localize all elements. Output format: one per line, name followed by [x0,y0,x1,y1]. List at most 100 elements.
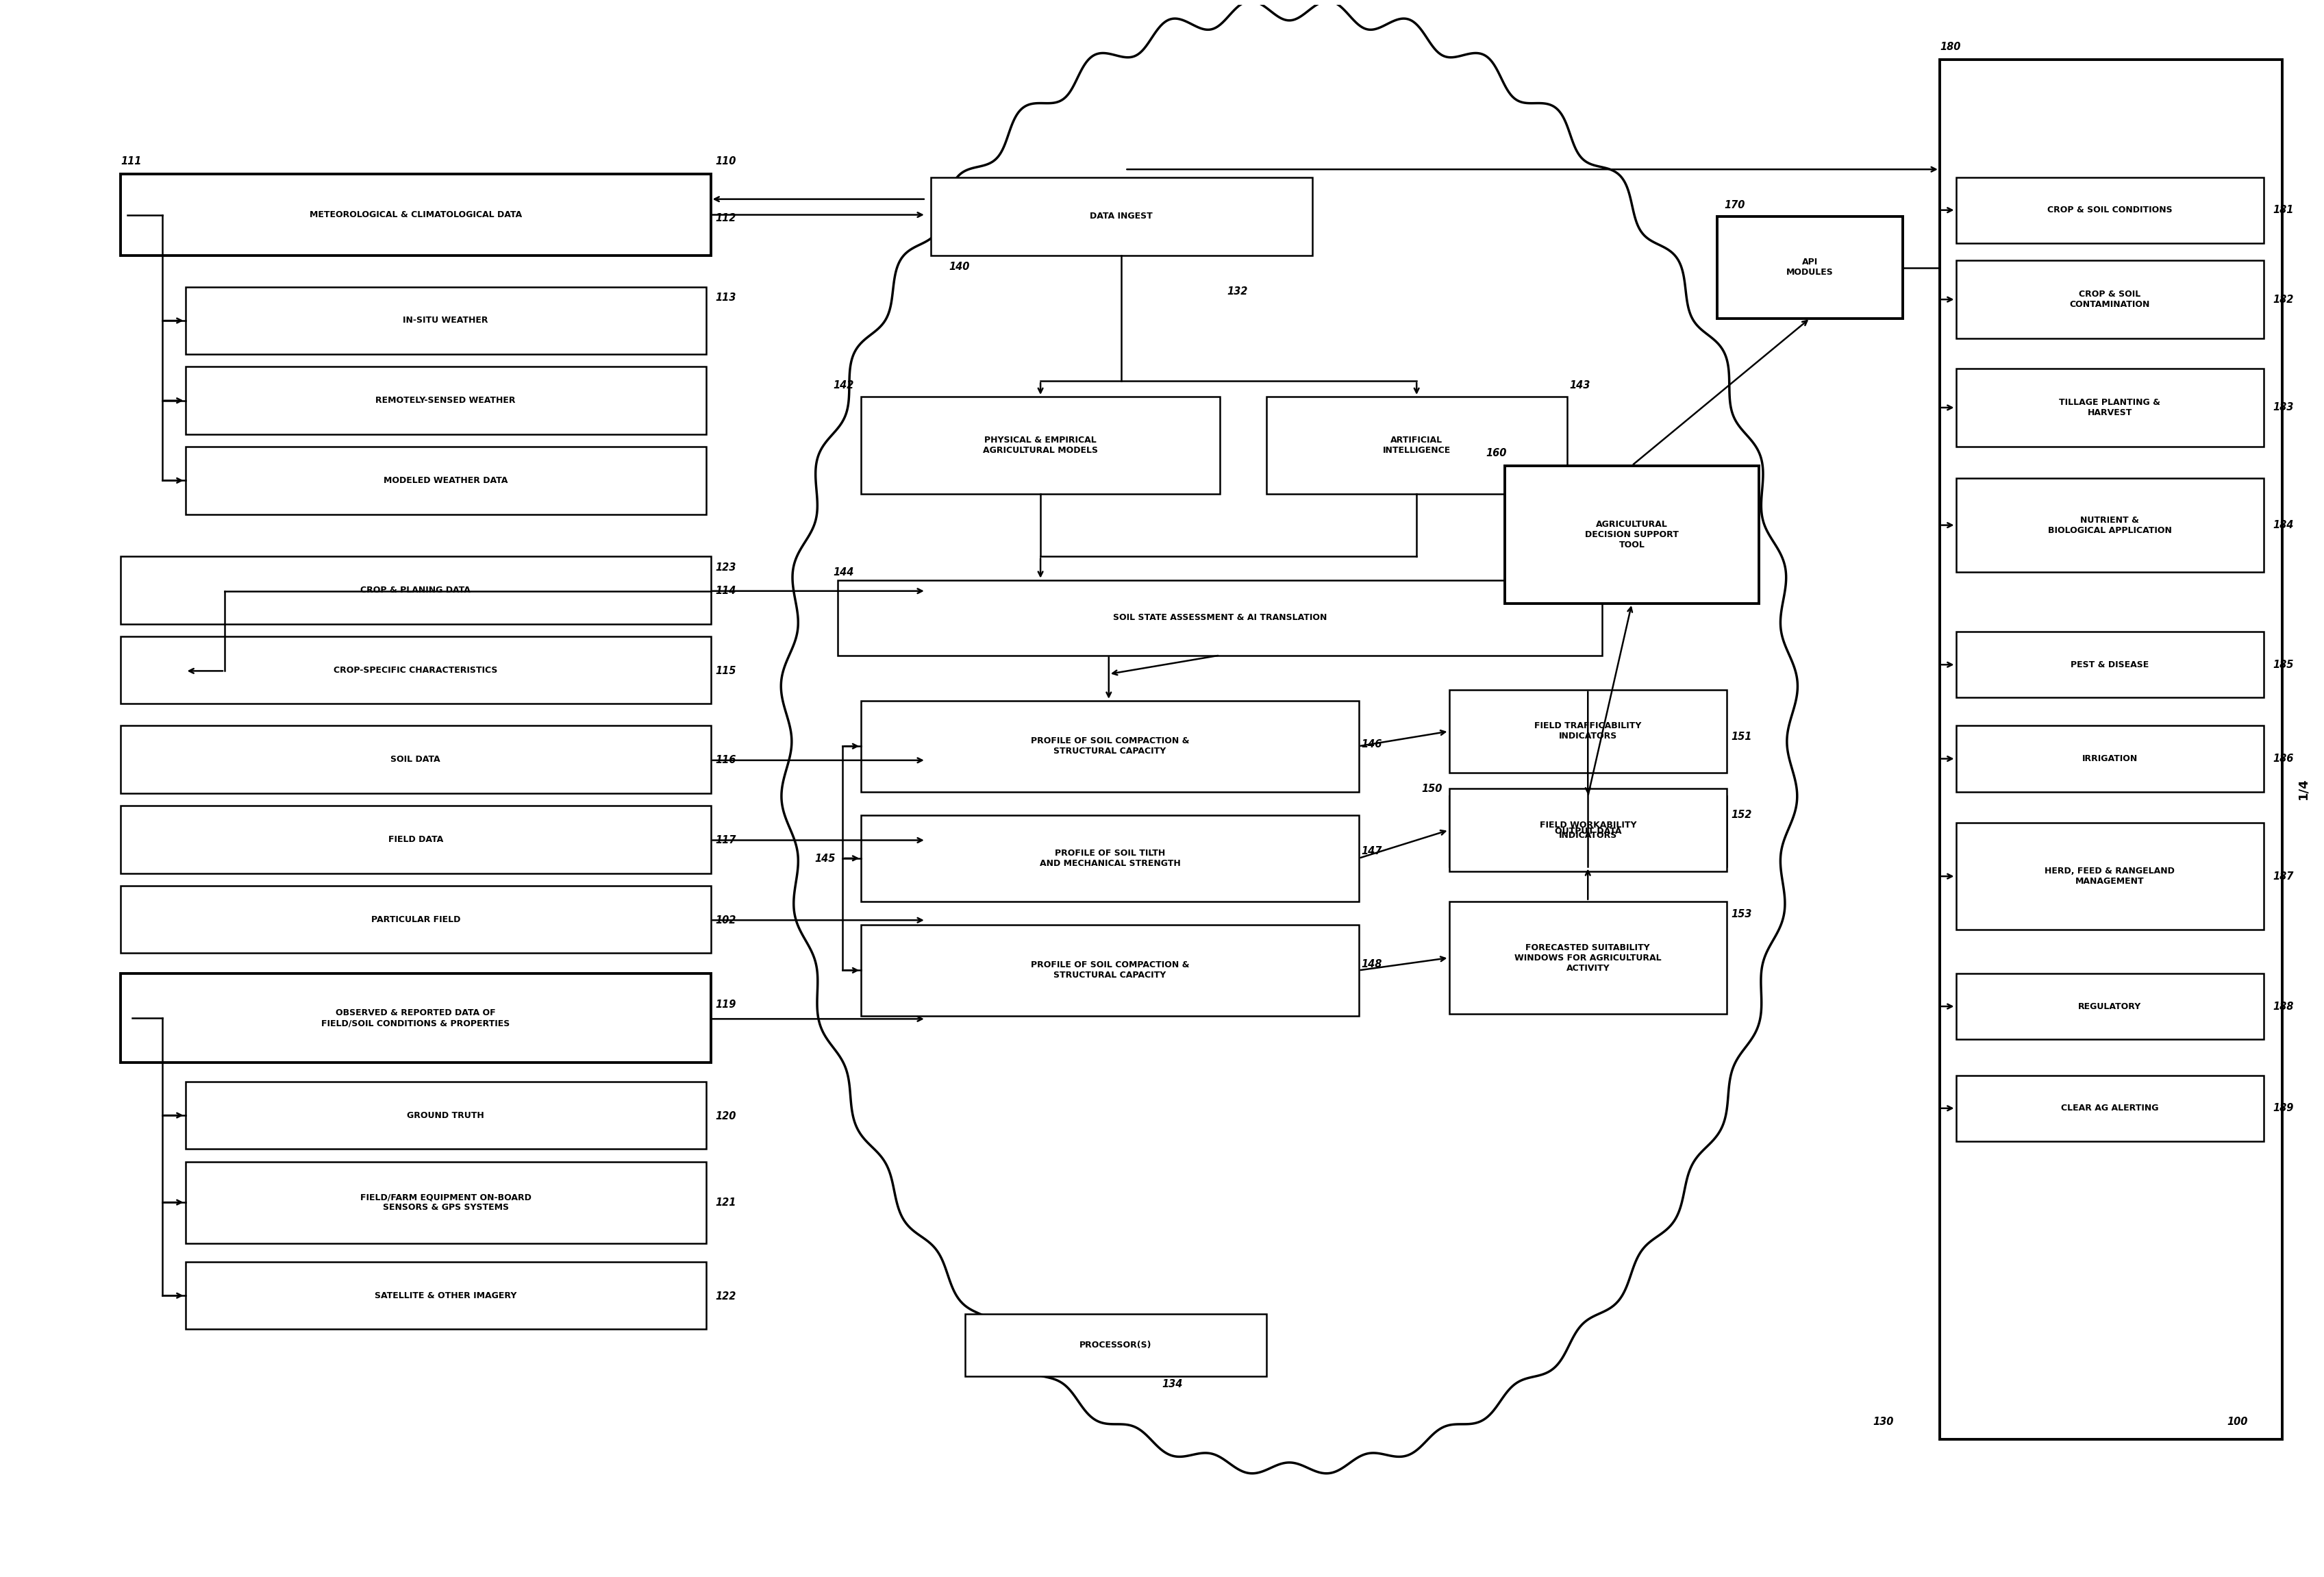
Text: DATA INGEST: DATA INGEST [1090,211,1153,221]
Text: API
MODULES: API MODULES [1787,257,1834,278]
Text: SATELLITE & OTHER IMAGERY: SATELLITE & OTHER IMAGERY [374,1292,516,1299]
Text: FIELD WORKABILITY
INDICATORS: FIELD WORKABILITY INDICATORS [1538,820,1636,839]
FancyBboxPatch shape [1957,632,2264,697]
Text: 148: 148 [1362,959,1383,970]
Text: CROP & SOIL
CONTAMINATION: CROP & SOIL CONTAMINATION [2071,290,2150,309]
Text: MODELED WEATHER DATA: MODELED WEATHER DATA [383,476,507,486]
Text: 187: 187 [2273,871,2294,882]
FancyBboxPatch shape [1717,216,1903,319]
FancyBboxPatch shape [1957,725,2264,792]
Text: PROFILE OF SOIL TILTH
AND MECHANICAL STRENGTH: PROFILE OF SOIL TILTH AND MECHANICAL STR… [1039,848,1181,867]
FancyBboxPatch shape [964,1314,1267,1377]
FancyBboxPatch shape [862,397,1220,494]
Text: SOIL DATA: SOIL DATA [390,755,442,763]
FancyBboxPatch shape [186,367,706,434]
FancyBboxPatch shape [1957,973,2264,1039]
FancyBboxPatch shape [1448,796,1727,867]
Text: 180: 180 [1941,43,1961,52]
FancyBboxPatch shape [839,580,1601,656]
Text: 100: 100 [2226,1416,2247,1427]
FancyBboxPatch shape [121,886,711,953]
Text: 114: 114 [716,587,737,596]
Text: 117: 117 [716,836,737,845]
Text: 144: 144 [834,568,855,577]
Text: PEST & DISEASE: PEST & DISEASE [2071,661,2150,669]
Text: CROP & PLANING DATA: CROP & PLANING DATA [360,585,472,595]
FancyBboxPatch shape [1941,60,2282,1438]
FancyBboxPatch shape [862,700,1360,792]
Text: PROCESSOR(S): PROCESSOR(S) [1081,1340,1153,1350]
FancyBboxPatch shape [121,173,711,255]
Text: FIELD/FARM EQUIPMENT ON-BOARD
SENSORS & GPS SYSTEMS: FIELD/FARM EQUIPMENT ON-BOARD SENSORS & … [360,1192,532,1211]
Text: 153: 153 [1731,908,1752,919]
FancyBboxPatch shape [121,973,711,1063]
FancyBboxPatch shape [186,1082,706,1150]
Text: 110: 110 [716,156,737,167]
FancyBboxPatch shape [121,806,711,874]
Text: 181: 181 [2273,205,2294,214]
FancyBboxPatch shape [1267,397,1566,494]
Text: 145: 145 [816,853,837,864]
FancyBboxPatch shape [186,287,706,355]
Polygon shape [781,2,1796,1473]
FancyBboxPatch shape [1957,1076,2264,1142]
FancyBboxPatch shape [1504,465,1759,604]
Text: CROP & SOIL CONDITIONS: CROP & SOIL CONDITIONS [2047,205,2173,214]
Text: OBSERVED & REPORTED DATA OF
FIELD/SOIL CONDITIONS & PROPERTIES: OBSERVED & REPORTED DATA OF FIELD/SOIL C… [321,1009,509,1028]
Text: PROFILE OF SOIL COMPACTION &
STRUCTURAL CAPACITY: PROFILE OF SOIL COMPACTION & STRUCTURAL … [1030,960,1190,979]
Text: 150: 150 [1422,784,1441,793]
Text: FIELD DATA: FIELD DATA [388,834,444,844]
FancyBboxPatch shape [186,1162,706,1243]
Text: 182: 182 [2273,295,2294,304]
FancyBboxPatch shape [186,1262,706,1329]
Text: 146: 146 [1362,740,1383,749]
FancyBboxPatch shape [1957,369,2264,446]
FancyBboxPatch shape [121,725,711,793]
Text: HERD, FEED & RANGELAND
MANAGEMENT: HERD, FEED & RANGELAND MANAGEMENT [2045,867,2175,886]
Text: 113: 113 [716,293,737,303]
FancyBboxPatch shape [862,815,1360,902]
Text: 1/4: 1/4 [2296,777,2310,800]
Text: REGULATORY: REGULATORY [2078,1001,2140,1011]
Text: CROP-SPECIFIC CHARACTERISTICS: CROP-SPECIFIC CHARACTERISTICS [335,665,497,675]
Text: ARTIFICIAL
INTELLIGENCE: ARTIFICIAL INTELLIGENCE [1383,435,1450,454]
FancyBboxPatch shape [121,557,711,624]
Text: 130: 130 [1873,1416,1894,1427]
Text: 184: 184 [2273,520,2294,530]
Text: METEOROLOGICAL & CLIMATOLOGICAL DATA: METEOROLOGICAL & CLIMATOLOGICAL DATA [309,210,523,219]
FancyBboxPatch shape [1448,788,1727,872]
Text: FIELD TRAFFICABILITY
INDICATORS: FIELD TRAFFICABILITY INDICATORS [1534,722,1641,741]
Text: 111: 111 [121,156,142,167]
Text: 188: 188 [2273,1001,2294,1011]
Text: 115: 115 [716,665,737,677]
Text: 152: 152 [1731,811,1752,820]
Text: 186: 186 [2273,754,2294,763]
FancyBboxPatch shape [1957,260,2264,339]
Text: 151: 151 [1731,732,1752,741]
Text: 119: 119 [716,1000,737,1009]
FancyBboxPatch shape [1448,689,1727,773]
Text: NUTRIENT &
BIOLOGICAL APPLICATION: NUTRIENT & BIOLOGICAL APPLICATION [2047,516,2171,535]
Text: 132: 132 [1227,287,1248,296]
Text: FORECASTED SUITABILITY
WINDOWS FOR AGRICULTURAL
ACTIVITY: FORECASTED SUITABILITY WINDOWS FOR AGRIC… [1515,943,1662,973]
Text: 123: 123 [716,563,737,572]
Text: PHYSICAL & EMPIRICAL
AGRICULTURAL MODELS: PHYSICAL & EMPIRICAL AGRICULTURAL MODELS [983,435,1097,454]
Text: 102: 102 [716,915,737,926]
Text: 189: 189 [2273,1104,2294,1113]
Text: 142: 142 [834,380,855,391]
Text: IRRIGATION: IRRIGATION [2082,754,2138,763]
Text: SOIL STATE ASSESSMENT & AI TRANSLATION: SOIL STATE ASSESSMENT & AI TRANSLATION [1113,613,1327,621]
FancyBboxPatch shape [121,637,711,703]
Text: 140: 140 [948,262,969,271]
FancyBboxPatch shape [186,446,706,514]
Text: 147: 147 [1362,847,1383,856]
FancyBboxPatch shape [862,924,1360,1016]
Text: IN-SITU WEATHER: IN-SITU WEATHER [402,315,488,325]
Text: AGRICULTURAL
DECISION SUPPORT
TOOL: AGRICULTURAL DECISION SUPPORT TOOL [1585,520,1678,549]
Text: 183: 183 [2273,402,2294,413]
Text: 134: 134 [1162,1378,1183,1389]
Text: 112: 112 [716,213,737,222]
Text: 120: 120 [716,1110,737,1121]
Text: 122: 122 [716,1292,737,1301]
Text: OUTPUT DATA: OUTPUT DATA [1555,828,1622,836]
